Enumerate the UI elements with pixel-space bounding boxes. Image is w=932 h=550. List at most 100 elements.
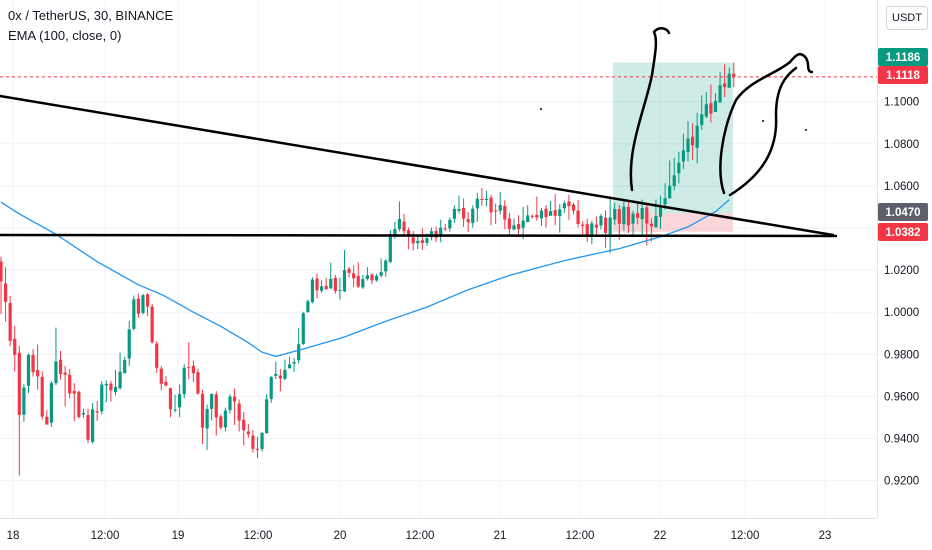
candle-up	[498, 192, 502, 215]
candle-body	[393, 229, 397, 236]
candle-up	[127, 320, 131, 366]
x-tick-label: 21	[494, 530, 507, 542]
candle-body	[26, 354, 31, 386]
candle-down	[17, 345, 21, 476]
candle-body	[645, 207, 649, 224]
candle-body	[452, 208, 457, 219]
candle-body	[475, 198, 479, 209]
candle-down	[8, 295, 12, 347]
candle-body	[466, 219, 470, 223]
candle-body	[338, 289, 342, 291]
candle-body	[489, 197, 493, 213]
candle-down	[251, 430, 255, 453]
candle-up	[292, 357, 296, 372]
candle-body	[581, 224, 585, 227]
candle-body	[342, 270, 347, 292]
candle-up	[100, 381, 104, 415]
candle-up	[118, 352, 122, 390]
candle-body	[732, 73, 736, 77]
candle-up	[672, 157, 676, 191]
candle-up	[613, 202, 617, 225]
x-tick-label: 12:00	[244, 530, 273, 542]
candle-body	[407, 230, 411, 236]
candle-down	[576, 200, 580, 228]
y-tick-label: 1.0000	[884, 307, 919, 319]
candle-body	[553, 210, 557, 216]
candle-up	[727, 67, 731, 88]
candle-body	[590, 223, 594, 235]
candle-body	[86, 414, 90, 440]
candle-up	[274, 361, 278, 380]
candle-body	[8, 303, 12, 341]
candle-up	[539, 207, 544, 227]
price-axis-separator	[877, 0, 878, 518]
candle-up	[310, 277, 315, 304]
candle-body	[352, 273, 356, 279]
candle-body	[91, 409, 95, 442]
candle-body	[576, 210, 580, 225]
candle-down	[68, 369, 72, 399]
candle-down	[571, 202, 576, 215]
candle-body	[526, 215, 530, 223]
candle-body	[200, 393, 205, 428]
candle-down	[315, 273, 319, 299]
candle-up	[361, 274, 365, 290]
candle-down	[232, 388, 237, 426]
candle-up	[457, 195, 461, 214]
candle-body	[571, 204, 576, 211]
candle-up	[210, 393, 214, 421]
candle-down	[645, 204, 649, 246]
candle-down	[168, 387, 173, 418]
candle-down	[466, 212, 470, 233]
candle-down	[58, 350, 63, 380]
y-tick-label: 1.0600	[884, 181, 919, 193]
drawing-dot	[762, 120, 764, 122]
price-label: 1.1118	[878, 66, 928, 84]
candle-up	[429, 227, 434, 241]
candle-down	[214, 391, 218, 436]
price-label-bg	[878, 223, 928, 241]
candle-body	[544, 208, 548, 218]
candle-up	[301, 311, 305, 346]
symbol-title[interactable]: 0x / TetherUS, 30, BINANCE	[8, 8, 174, 23]
candle-body	[320, 286, 324, 291]
candle-body	[242, 419, 246, 431]
candle-down	[690, 123, 695, 160]
candle-body	[535, 214, 539, 218]
candle-down	[494, 203, 498, 224]
candle-body	[54, 361, 58, 384]
candle-up	[663, 183, 667, 210]
grid	[0, 0, 877, 518]
candle-down	[626, 199, 631, 234]
candle-body	[599, 216, 603, 226]
indicator-label[interactable]: EMA (100, close, 0)	[8, 28, 122, 43]
candle-down	[255, 437, 260, 459]
candle-body	[636, 213, 640, 218]
candle-body	[58, 359, 63, 375]
candle-body	[155, 343, 159, 368]
candle-body	[164, 381, 168, 386]
candle-up	[549, 201, 553, 216]
candle-body	[237, 403, 241, 421]
candle-up	[182, 364, 186, 399]
candle-body	[461, 208, 466, 219]
candle-body	[333, 277, 337, 291]
candle-down	[723, 64, 727, 98]
candle-body	[567, 201, 571, 207]
candle-body	[484, 198, 489, 201]
candle-down	[535, 196, 539, 221]
candle-body	[695, 125, 699, 148]
candle-up	[283, 359, 287, 380]
candle-up	[484, 190, 489, 207]
candle-up	[228, 394, 232, 414]
candle-up	[49, 381, 53, 427]
candle-down	[109, 380, 113, 402]
currency-button[interactable]: USDT	[886, 6, 928, 30]
candle-up	[91, 403, 95, 444]
candle-up	[178, 384, 182, 418]
candle-body	[109, 383, 113, 391]
candle-down	[86, 408, 90, 444]
candle-body	[232, 396, 237, 402]
candle-body	[228, 396, 232, 411]
